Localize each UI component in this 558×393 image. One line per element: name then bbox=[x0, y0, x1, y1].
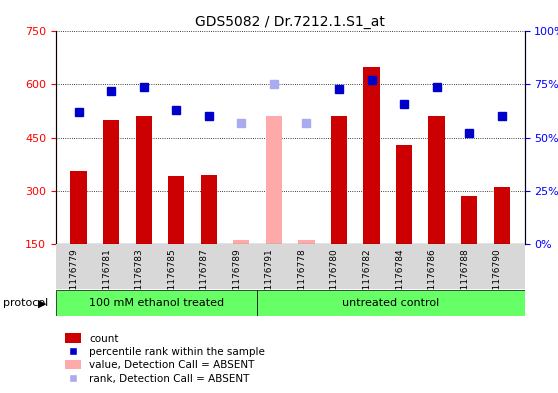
FancyBboxPatch shape bbox=[257, 290, 525, 316]
Text: GSM1176779: GSM1176779 bbox=[70, 248, 79, 309]
Text: ▶: ▶ bbox=[38, 298, 46, 309]
Text: GSM1176785: GSM1176785 bbox=[167, 248, 176, 309]
Bar bbox=[168, 176, 184, 244]
Bar bbox=[70, 171, 86, 244]
Text: untreated control: untreated control bbox=[342, 298, 439, 308]
Bar bbox=[494, 187, 510, 244]
Text: GSM1176782: GSM1176782 bbox=[363, 248, 372, 309]
Bar bbox=[266, 116, 282, 244]
Legend: count, percentile rank within the sample, value, Detection Call = ABSENT, rank, : count, percentile rank within the sample… bbox=[61, 329, 269, 388]
Bar bbox=[299, 240, 315, 244]
Bar bbox=[461, 196, 477, 244]
FancyBboxPatch shape bbox=[56, 290, 257, 316]
Text: protocol: protocol bbox=[3, 298, 48, 309]
Bar bbox=[396, 145, 412, 244]
Bar bbox=[233, 240, 249, 244]
Text: GSM1176780: GSM1176780 bbox=[330, 248, 339, 309]
Text: GSM1176783: GSM1176783 bbox=[134, 248, 144, 309]
Text: GSM1176788: GSM1176788 bbox=[460, 248, 469, 309]
Text: GSM1176786: GSM1176786 bbox=[427, 248, 436, 309]
Text: GSM1176781: GSM1176781 bbox=[102, 248, 111, 309]
Text: GSM1176787: GSM1176787 bbox=[200, 248, 209, 309]
Text: GSM1176791: GSM1176791 bbox=[265, 248, 274, 309]
Text: GSM1176778: GSM1176778 bbox=[297, 248, 306, 309]
Text: GSM1176790: GSM1176790 bbox=[493, 248, 502, 309]
Text: GSM1176784: GSM1176784 bbox=[395, 248, 404, 309]
Bar bbox=[363, 67, 379, 244]
Bar bbox=[201, 174, 217, 244]
Title: GDS5082 / Dr.7212.1.S1_at: GDS5082 / Dr.7212.1.S1_at bbox=[195, 15, 385, 29]
Bar bbox=[103, 120, 119, 244]
Text: 100 mM ethanol treated: 100 mM ethanol treated bbox=[89, 298, 224, 308]
Bar bbox=[331, 116, 347, 244]
Bar bbox=[429, 116, 445, 244]
Text: GSM1176789: GSM1176789 bbox=[232, 248, 241, 309]
Bar bbox=[136, 116, 152, 244]
